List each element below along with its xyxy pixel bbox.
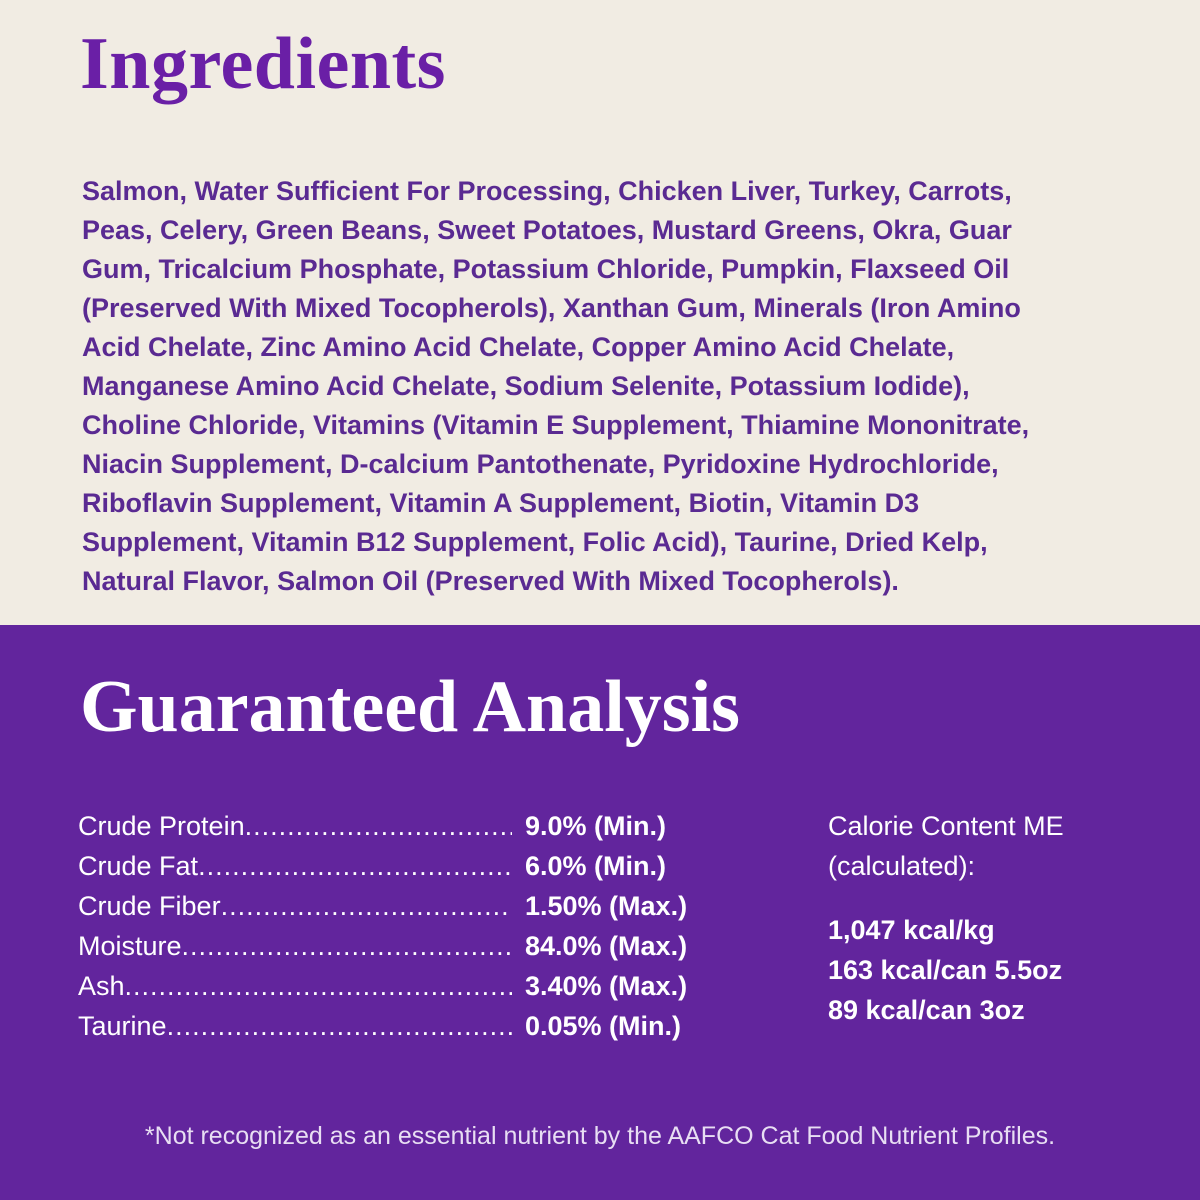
ingredients-line: (Preserved With Mixed Tocopherols), Xant… xyxy=(82,293,1021,323)
calorie-heading-sub: (calculated): xyxy=(828,851,976,881)
ingredients-line: Peas, Celery, Green Beans, Sweet Potatoe… xyxy=(82,215,1012,245)
calorie-heading: Calorie Content ME xyxy=(828,811,1064,841)
analysis-row: Crude Fat...............................… xyxy=(78,846,687,886)
analysis-row: Moisture................................… xyxy=(78,926,687,966)
nutrient-label: Crude Fiber xyxy=(78,891,221,921)
nutrient-value: 1.50% (Max.) xyxy=(525,891,688,921)
analysis-row: Crude Protein...........................… xyxy=(78,806,687,846)
ingredients-line: Salmon, Water Sufficient For Processing,… xyxy=(82,176,1012,206)
nutrient-label: Crude Protein xyxy=(78,811,245,841)
nutrient-value: 6.0% (Min.) xyxy=(525,851,667,881)
analysis-table: Crude Protein...........................… xyxy=(78,806,687,1046)
nutrient-value: 0.05% (Min.) xyxy=(525,1011,682,1041)
nutrient-value: 3.40% (Max.) xyxy=(525,971,688,1001)
calorie-value: 89 kcal/can 3oz xyxy=(828,995,1025,1025)
nutrient-value: 9.0% (Min.) xyxy=(525,811,667,841)
ingredients-line: Supplement, Vitamin B12 Supplement, Foli… xyxy=(82,527,988,557)
ingredients-list: Salmon, Water Sufficient For Processing,… xyxy=(82,172,1029,601)
calorie-value: 1,047 kcal/kg xyxy=(828,915,995,945)
analysis-row: Crude Fiber.............................… xyxy=(78,886,687,926)
ingredients-line: Natural Flavor, Salmon Oil (Preserved Wi… xyxy=(82,566,899,596)
analysis-row: Taurine.................................… xyxy=(78,1006,687,1046)
nutrient-label: Ash xyxy=(78,971,125,1001)
ingredients-line: Choline Chloride, Vitamins (Vitamin E Su… xyxy=(82,410,1030,440)
ingredients-line: Niacin Supplement, D-calcium Pantothenat… xyxy=(82,449,999,479)
ingredients-line: Acid Chelate, Zinc Amino Acid Chelate, C… xyxy=(82,332,955,362)
nutrient-label: Moisture xyxy=(78,931,182,961)
footnote: *Not recognized as an essential nutrient… xyxy=(144,1122,1056,1150)
nutrient-label: Taurine xyxy=(78,1011,167,1041)
ingredients-title: Ingredients xyxy=(80,23,446,105)
nutrient-value: 84.0% (Max.) xyxy=(525,931,688,961)
analysis-row: Ash.....................................… xyxy=(78,966,687,1006)
ingredients-line: Riboflavin Supplement, Vitamin A Supplem… xyxy=(82,488,920,518)
calorie-value: 163 kcal/can 5.5oz xyxy=(828,955,1063,985)
ingredients-section: Ingredients Salmon, Water Sufficient For… xyxy=(0,0,1200,625)
analysis-title: Guaranteed Analysis xyxy=(80,666,740,748)
ingredients-line: Manganese Amino Acid Chelate, Sodium Sel… xyxy=(82,371,970,401)
analysis-section xyxy=(0,625,1200,1200)
nutrient-label: Crude Fat xyxy=(78,851,199,881)
calorie-content: Calorie Content ME (calculated): 1,047 k… xyxy=(828,806,1064,1030)
ingredients-line: Gum, Tricalcium Phosphate, Potassium Chl… xyxy=(82,254,1010,284)
